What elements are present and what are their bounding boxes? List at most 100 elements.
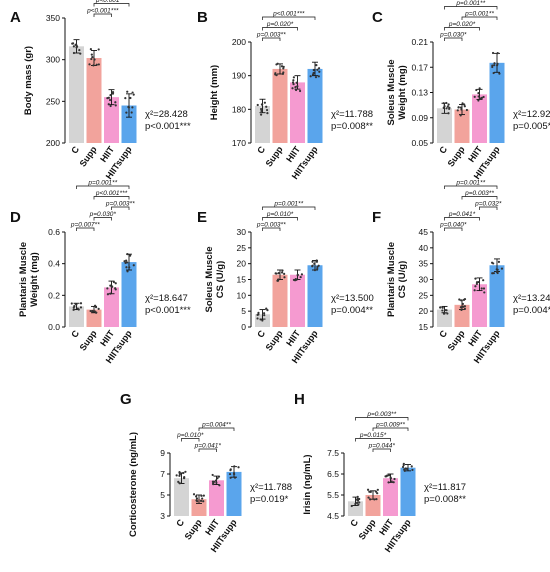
y-axis-label-line: Plantaris Muscle [386,242,397,317]
data-point [125,261,129,264]
data-point [356,495,359,498]
x-tick-label: C [69,144,81,155]
data-point [212,483,215,486]
data-point [292,79,295,82]
data-point [317,67,321,70]
data-point [491,51,495,55]
data-point [263,314,266,317]
significance-bracket [93,217,112,221]
significance-label: p=0.041* [194,443,222,450]
data-point [114,101,117,104]
p-value-stat: p=0.008** [424,494,466,505]
data-point [275,272,278,275]
y-tick-label: 10 [237,290,247,300]
data-point [357,503,360,506]
data-point [259,318,262,321]
data-point [318,70,321,73]
data-point [315,64,318,67]
p-value-stat: p=0.019* [250,494,289,505]
x-tick-label: C [255,144,267,155]
data-point [106,293,110,296]
x-tick-label: Supp [78,144,99,169]
data-point [131,91,134,94]
data-point [366,488,370,491]
data-point [78,48,81,52]
data-point [201,497,204,500]
x-tick-label: Supp [446,328,467,353]
y-tick-label: 0.17 [411,62,428,72]
panel-letter: E [197,209,207,226]
data-point [291,87,294,90]
data-point [354,502,357,506]
data-point [477,99,480,102]
y-axis-label-line: Soleus Muscle [386,60,397,126]
y-tick-label: 0.2 [48,290,60,300]
data-point [480,287,483,290]
bar-c [255,105,270,143]
data-point [376,492,379,495]
data-point [199,499,203,502]
data-point [228,472,232,476]
data-point [445,101,448,105]
data-point [218,484,221,487]
bar-hiitsupp [121,262,137,327]
data-point [70,302,73,305]
significance-bracket [444,6,498,10]
y-tick-label: 5 [160,490,165,500]
panel-letter: H [294,391,305,408]
y-tick-label: 15 [237,275,247,285]
bar-hiit [290,274,305,327]
panel-letter: F [372,209,381,226]
data-point [458,298,461,301]
y-axis-label: Soleus MuscleCS (U/g) [204,247,226,313]
data-point [256,317,259,320]
data-point [376,488,379,491]
data-point [192,493,196,496]
chi-square-stat: χ²=28.428 [145,109,188,120]
data-point [461,302,465,306]
data-point [109,284,112,287]
y-tick-label: 250 [46,96,60,106]
data-point [317,264,320,267]
data-point [129,254,132,257]
significance-bracket [444,217,480,221]
data-point [474,285,477,288]
significance-label: p=0.010* [266,211,294,218]
y-axis-label: Plantaris MuscleCS (U/g) [386,242,408,317]
data-point [233,476,237,479]
data-point [129,96,132,100]
data-point [491,64,494,67]
bar-supp [272,274,288,327]
data-point [277,278,280,281]
chi-square-stat: χ²=11.788 [250,482,292,493]
significance-label: p=0.030* [439,32,467,39]
data-point [184,470,187,473]
data-point [202,500,205,503]
data-point [373,498,376,501]
data-point [200,494,203,497]
data-point [295,81,298,84]
chi-square-stat: χ²=13.500 [331,293,374,304]
bar-hiitsupp [226,471,242,516]
significance-label: p=0.020* [266,21,294,28]
data-point [282,67,285,70]
data-point [441,309,444,312]
data-point [483,291,486,294]
data-point [265,105,268,108]
data-point [410,465,413,468]
data-point [128,266,131,269]
data-point [232,472,236,475]
data-point [384,475,387,478]
y-axis-label-line: Weight (mg) [397,65,408,120]
data-point [280,271,284,274]
data-point [311,260,314,263]
significance-label: p=0.003** [256,222,286,229]
bar-c [69,306,84,327]
data-point [114,104,117,107]
significance-label: p=0.007** [70,222,100,229]
data-point [393,477,396,481]
data-point [482,95,485,99]
